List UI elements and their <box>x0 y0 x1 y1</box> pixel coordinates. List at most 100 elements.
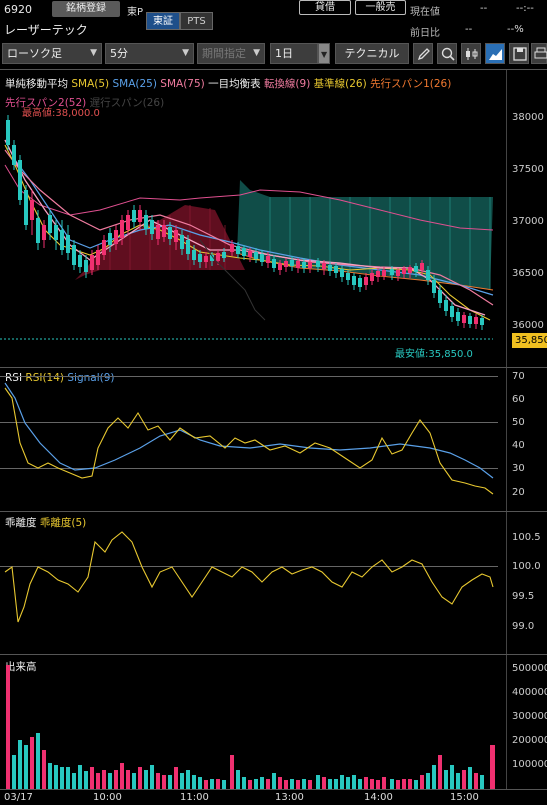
deviation-title: 乖離度 <box>5 517 37 529</box>
market-segment-label: 東P <box>127 7 144 18</box>
time-tick: 03/17 <box>4 792 33 803</box>
current-time: --:-- <box>516 3 534 14</box>
deviation-tick: 100.5 <box>512 532 541 543</box>
price-tick: 38000 <box>512 112 544 123</box>
volume-axis-line <box>506 655 507 789</box>
magnifier-icon <box>441 47 455 61</box>
range-dropdown-button[interactable]: ▼ <box>318 43 330 64</box>
chart-type-select[interactable]: ローソク足 ▼ <box>2 43 102 64</box>
period-select[interactable]: 期間指定 ▼ <box>197 43 265 64</box>
legend-sma75[interactable]: SMA(75) <box>160 78 205 90</box>
chevron-down-icon: ▼ <box>321 50 328 59</box>
price-tick: 36500 <box>512 268 544 279</box>
panel-divider <box>0 654 547 655</box>
volume-tick: 500000 <box>512 663 547 674</box>
rsi-signal-line <box>4 382 494 479</box>
volume-bars <box>6 665 495 789</box>
market-pts-tab[interactable]: PTS <box>180 12 213 30</box>
main-legend-row2: 先行スパン2(52) 遅行スパン(26) <box>5 95 164 110</box>
time-tick: 13:00 <box>275 792 304 803</box>
draw-pencil-button[interactable] <box>413 43 433 64</box>
rsi-30-line <box>0 468 498 469</box>
volume-chart <box>6 665 495 789</box>
chevron-down-icon: ▼ <box>90 48 97 58</box>
market-tse-tab[interactable]: 東証 <box>146 12 180 30</box>
candle-style-button[interactable] <box>461 43 481 64</box>
prev-diff-percent: --% <box>507 24 524 35</box>
rsi-tick: 70 <box>512 371 525 382</box>
pencil-icon <box>417 48 430 61</box>
volume-tick: 100000 <box>512 759 547 770</box>
legend-ichimoku-title: 一目均衡表 <box>208 78 261 90</box>
senkou2-line <box>4 164 494 231</box>
deviation-line <box>4 531 494 623</box>
interval-select[interactable]: 5分 ▼ <box>105 43 194 64</box>
printer-icon <box>534 47 547 59</box>
chart-type-value: ローソク足 <box>7 47 62 60</box>
stock-name: レーザーテック <box>4 23 88 37</box>
current-price-label: 現在値 <box>410 7 440 18</box>
price-tick: 37000 <box>512 216 544 227</box>
chevron-down-icon: ▼ <box>182 48 189 58</box>
legend-deviation5[interactable]: 乖離度(5) <box>39 517 87 529</box>
prev-diff-label: 前日比 <box>410 28 440 39</box>
last-price-tag: 35,850 <box>512 333 547 348</box>
rsi-title: RSI <box>5 372 23 384</box>
legend-sma-title: 単純移動平均 <box>5 78 68 90</box>
chevron-down-icon: ▼ <box>253 48 260 58</box>
time-tick: 14:00 <box>364 792 393 803</box>
lending-button[interactable]: 貸借 <box>299 0 351 15</box>
rsi-tick: 30 <box>512 463 525 474</box>
volume-title: 出来高 <box>5 661 37 673</box>
area-chart-icon <box>489 49 502 60</box>
range-select[interactable]: 1日 <box>270 43 318 64</box>
sma25-line <box>4 139 494 296</box>
print-button[interactable] <box>531 43 547 64</box>
deviation-tick: 100.0 <box>512 561 541 572</box>
general-margin-button[interactable]: 一般売 <box>355 0 406 15</box>
legend-sma25[interactable]: SMA(25) <box>112 78 157 90</box>
legend-sma5[interactable]: SMA(5) <box>71 78 110 90</box>
volume-tick: 300000 <box>512 711 547 722</box>
rsi-tick: 40 <box>512 440 525 451</box>
time-tick: 10:00 <box>93 792 122 803</box>
rsi14-line <box>4 387 494 495</box>
prev-diff-value: -- <box>465 24 473 35</box>
rsi-legend: RSI RSI(14) Signal(9) <box>5 372 115 384</box>
ichimoku-cloud-bear <box>75 205 245 280</box>
legend-chikou[interactable]: 遅行スパン(26) <box>89 97 165 109</box>
register-stock-button[interactable]: 銘柄登録 <box>52 1 120 17</box>
candles <box>6 115 484 330</box>
rsi-tick: 60 <box>512 394 525 405</box>
chikou-line <box>199 239 266 321</box>
price-tick: 36000 <box>512 320 544 331</box>
tenkan-line <box>4 139 486 316</box>
price-tick: 37500 <box>512 164 544 175</box>
area-chart-button[interactable] <box>485 43 505 64</box>
zoom-button[interactable] <box>437 43 457 64</box>
interval-value: 5分 <box>110 47 128 60</box>
technical-button[interactable]: テクニカル <box>335 43 409 64</box>
panel-divider <box>0 69 547 70</box>
legend-senkou1[interactable]: 先行スパン1(26) <box>370 78 452 90</box>
deviation-axis-line <box>506 512 507 654</box>
main-legend: 単純移動平均 SMA(5) SMA(25) SMA(75) 一目均衡表 転換線(… <box>5 76 451 91</box>
legend-tenkan[interactable]: 転換線(9) <box>263 78 311 90</box>
save-button[interactable] <box>509 43 529 64</box>
ichimoku-cloud-bull <box>237 180 493 290</box>
price-axis-line <box>506 70 507 367</box>
deviation-tick: 99.5 <box>512 591 535 602</box>
high-price-label: 最高値:38,000.0 <box>22 108 100 119</box>
legend-rsi-signal[interactable]: Signal(9) <box>67 372 115 384</box>
legend-senkou2[interactable]: 先行スパン2(52) <box>5 97 87 109</box>
rsi-chart <box>4 382 494 495</box>
legend-kijun[interactable]: 基準線(26) <box>313 78 367 90</box>
candlestick-chart <box>0 115 494 340</box>
deviation-legend: 乖離度 乖離度(5) <box>5 515 86 530</box>
legend-rsi14[interactable]: RSI(14) <box>25 372 65 384</box>
rsi-tick: 50 <box>512 417 525 428</box>
save-icon <box>513 47 527 61</box>
rsi-axis-line <box>506 368 507 511</box>
range-value: 1日 <box>275 47 293 60</box>
volume-tick: 400000 <box>512 687 547 698</box>
